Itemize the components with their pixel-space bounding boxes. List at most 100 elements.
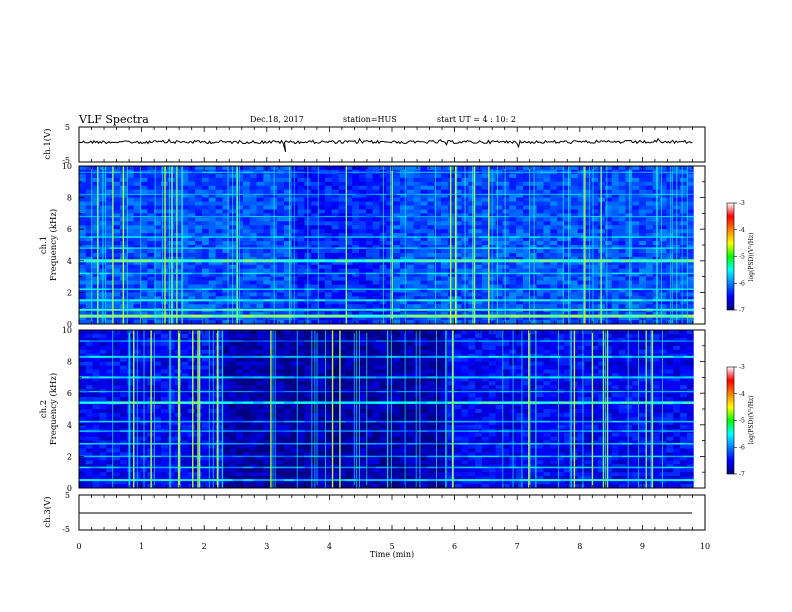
spectrogram-cell	[277, 241, 285, 246]
spectrogram-band	[560, 299, 572, 302]
spectrogram-band	[591, 314, 602, 318]
spectrogram-cell	[680, 193, 688, 198]
spectrogram-cell	[126, 233, 135, 238]
spectrogram-cell	[181, 256, 189, 262]
spectrogram-band	[458, 259, 469, 263]
spectrogram-band	[509, 272, 520, 275]
spectrogram-band	[212, 308, 223, 311]
spectrogram-cell	[85, 480, 94, 485]
spectrogram-cell	[522, 177, 531, 183]
spectrogram-cell	[447, 209, 456, 214]
spectrogram-cell	[242, 209, 251, 214]
spectrogram-cell	[686, 292, 695, 297]
spectrogram-band	[150, 308, 162, 311]
spectrogram-band	[160, 314, 172, 318]
spectrogram-cell	[352, 221, 360, 226]
spectrogram-cell	[639, 181, 647, 187]
spectrogram-band	[570, 236, 582, 238]
spectrogram-cell	[584, 189, 592, 195]
spectrogram-band	[365, 247, 377, 249]
spectrogram-band	[160, 215, 172, 218]
spectrogram-band	[376, 314, 387, 318]
spectrogram-cell	[570, 312, 579, 317]
spectrogram-sferic	[592, 166, 594, 324]
spectrogram-cell	[611, 209, 619, 214]
spectrogram-cell	[365, 229, 374, 234]
spectrogram-cell	[591, 181, 599, 187]
spectrogram-cell	[106, 472, 114, 477]
spectrogram-cell	[577, 213, 585, 218]
spectrogram-cell	[557, 181, 565, 187]
spectrogram-cell	[188, 256, 196, 262]
spectrogram-cell	[611, 233, 619, 238]
spectrogram-band	[591, 193, 602, 196]
spectrogram-band	[509, 193, 520, 196]
spectrogram-cell	[550, 260, 558, 266]
spectrogram-cell	[195, 201, 203, 206]
spectrogram-sferic	[97, 166, 99, 324]
spectrogram-cell	[85, 201, 94, 206]
spectrogram-cell	[481, 320, 490, 325]
spectrogram-cell	[543, 245, 551, 250]
spectrogram-band	[365, 193, 377, 196]
spectrogram-cell	[393, 173, 401, 179]
spectrogram-cell	[79, 237, 87, 242]
spectrogram-cell	[147, 225, 155, 230]
spectrogram-cell	[106, 381, 114, 386]
spectrogram-cell	[434, 209, 442, 214]
spectrogram-cell	[454, 272, 462, 277]
spectrogram-cell	[393, 296, 401, 301]
spectrogram-cell	[242, 225, 251, 230]
spectrogram-cell	[522, 312, 531, 317]
spectrogram-cell	[195, 209, 203, 214]
spectrogram-cell	[522, 221, 531, 226]
spectrogram-cell	[277, 213, 285, 218]
spectrogram-cell	[283, 209, 292, 214]
spectrogram-cell	[92, 393, 100, 398]
spectrogram-cell	[331, 173, 339, 179]
spectrogram-cell	[106, 476, 114, 481]
spectrogram-cell	[92, 472, 100, 477]
spectrogram-cell	[441, 312, 449, 317]
spectrogram-band	[499, 308, 510, 311]
spectrogram-cell	[529, 237, 538, 242]
spectrogram-cell	[611, 252, 619, 258]
spectrogram-cell	[591, 272, 599, 277]
spectrogram-cell	[338, 284, 346, 289]
spectrogram-cell	[119, 412, 128, 418]
spectrogram-cell	[222, 225, 230, 230]
spectrogram-cell	[536, 173, 544, 179]
spectrogram-cell	[140, 166, 148, 171]
spectrogram-cell	[311, 284, 319, 289]
spectrogram-cell	[311, 288, 319, 293]
spectrogram-cell	[420, 276, 428, 281]
spectrogram-cell	[133, 181, 141, 187]
spectrogram-band	[560, 215, 572, 218]
spectrogram-cell	[195, 245, 203, 250]
spectrogram-cell	[154, 185, 162, 191]
spectrogram-cell	[181, 268, 189, 274]
spectrogram-cell	[242, 221, 251, 226]
spectrogram-cell	[393, 288, 401, 293]
spectrogram-cell	[522, 316, 531, 321]
spectrogram-cell	[434, 260, 442, 266]
spectrogram-cell	[119, 456, 128, 461]
spectrogram-cell	[92, 252, 100, 258]
spectrogram-cell	[441, 225, 449, 230]
spectrogram-cell	[372, 173, 380, 179]
spectrogram-band	[242, 215, 254, 218]
spectrogram-cell	[536, 316, 544, 321]
spectrogram-band	[652, 272, 664, 275]
spectrogram-cell	[256, 280, 264, 285]
spectrogram-cell	[249, 284, 257, 289]
spectrogram-band	[396, 272, 408, 275]
spectrogram-cell	[406, 241, 415, 246]
spectrogram-cell	[509, 213, 517, 218]
spectrogram-cell	[420, 209, 428, 214]
spectrogram-cell	[618, 181, 626, 187]
spectrogram-cell	[195, 292, 203, 297]
spectrogram-cell	[249, 205, 257, 210]
spectrogram-cell	[550, 268, 558, 274]
spectrogram-cell	[645, 229, 654, 234]
spectrogram-cell	[427, 205, 435, 210]
